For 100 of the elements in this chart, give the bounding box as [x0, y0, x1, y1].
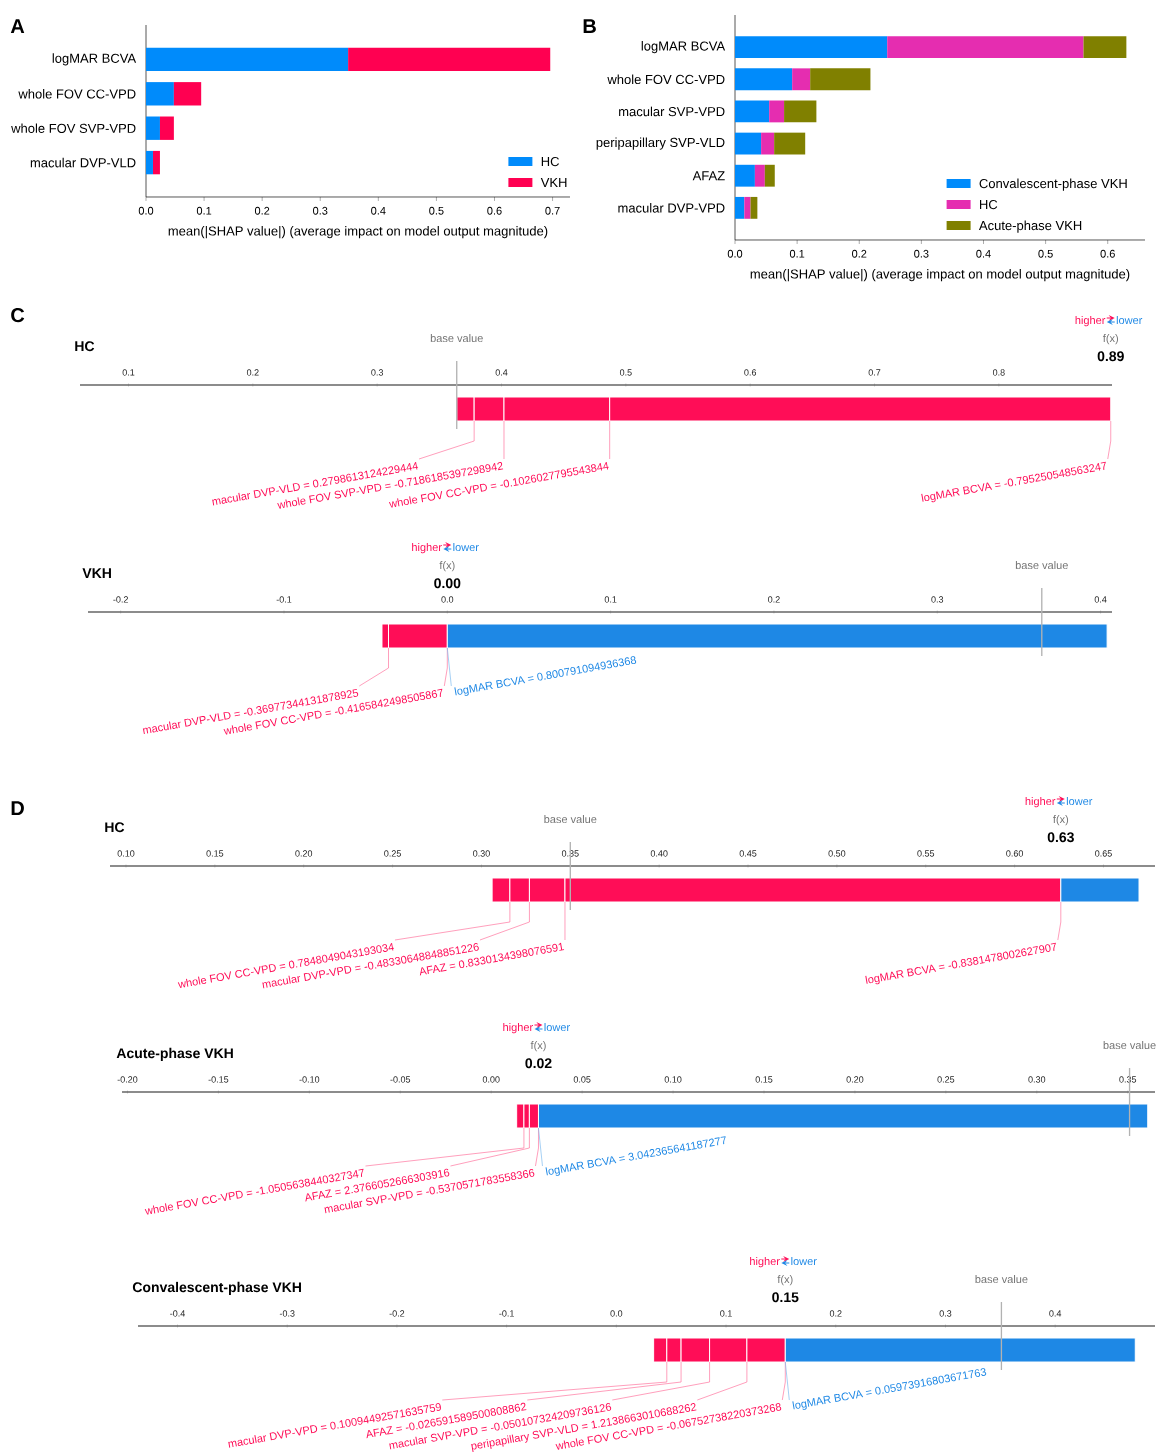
x-tick-label: -0.3	[279, 1310, 295, 1317]
legend-label: HC	[980, 199, 998, 210]
x-tick-label: 0.8	[992, 369, 1005, 376]
text: higher	[412, 543, 442, 554]
x-tick-label: 0.05	[573, 1076, 591, 1083]
x-tick-label: 0.6	[1100, 249, 1115, 258]
x-tick-label: 0.60	[1006, 850, 1024, 857]
y-tick-label: macular DVP-VPD	[618, 203, 725, 213]
x-tick-label: 0.30	[473, 850, 490, 857]
ref-line-label: base value	[544, 815, 597, 824]
legend-label: HC	[541, 156, 559, 167]
x-tick-label: 0.2	[829, 1310, 842, 1317]
text: higher	[503, 1023, 533, 1034]
x-tick-label: 0.2	[852, 249, 867, 258]
x-tick-label: -0.15	[208, 1076, 229, 1083]
annotation: 0.63	[1047, 832, 1074, 843]
x-axis-title: mean(|SHAP value|) (average impact on model output magnitude)	[750, 269, 1130, 282]
text: B	[583, 19, 596, 33]
text: f(x)	[1102, 334, 1118, 345]
text: lower	[1066, 797, 1093, 806]
x-tick-label: 0.5	[619, 369, 632, 376]
x-tick-label: 0.5	[429, 206, 444, 215]
y-tick-label: AFAZ	[692, 171, 725, 181]
x-tick-label: 0.4	[495, 369, 508, 376]
x-tick-label: 0.1	[196, 206, 212, 215]
x-tick-label: 0.55	[917, 850, 935, 857]
x-axis-title: mean(|SHAP value|) (average impact on model output magnitude)	[168, 226, 548, 239]
x-tick-label: 0.50	[828, 850, 846, 857]
x-tick-label: 0.4	[1049, 1310, 1062, 1317]
text: f(x)	[1053, 815, 1069, 826]
x-tick-label: 0.0	[610, 1310, 623, 1317]
x-tick-label: 0.1	[789, 249, 805, 258]
y-tick-label: logMAR BCVA	[52, 53, 137, 66]
x-tick-label: 0.20	[846, 1076, 864, 1083]
x-tick-label: 0.1	[604, 596, 617, 603]
legend-label: Convalescent-phase VKH	[979, 178, 1127, 191]
x-tick-label: 0.4	[1094, 596, 1107, 603]
y-tick-label: whole FOV CC-VPD	[18, 89, 136, 99]
x-tick-label: -0.20	[117, 1076, 138, 1083]
chart-title: Convalescent-phase VKH	[132, 1281, 301, 1295]
x-tick-label: 0.25	[384, 850, 401, 857]
x-tick-label: 0.7	[545, 206, 560, 215]
annotation: 0.89	[1097, 351, 1124, 362]
x-tick-label: 0.10	[664, 1076, 682, 1083]
annotation: 0.15	[772, 1292, 799, 1303]
x-tick-label: 0.5	[1038, 249, 1053, 258]
x-tick-label: 0.2	[246, 369, 259, 376]
x-tick-label: 0.10	[117, 850, 135, 857]
x-tick-label: 0.6	[744, 369, 757, 376]
annotation: 0.02	[525, 1058, 552, 1069]
text: lower	[791, 1257, 817, 1266]
legend-label: Acute-phase VKH	[978, 220, 1082, 233]
y-tick-label: macular SVP-VPD	[619, 106, 725, 117]
x-tick-label: 0.1	[720, 1310, 732, 1317]
y-tick-label: logMAR BCVA	[641, 41, 726, 54]
x-tick-label: -0.10	[299, 1076, 320, 1083]
text: A	[10, 19, 25, 33]
x-tick-label: 0.00	[482, 1076, 500, 1083]
annotation: 0.00	[434, 578, 461, 589]
x-tick-label: 0.40	[650, 850, 668, 857]
y-tick-label: macular DVP-VLD	[30, 157, 136, 168]
text: higher	[750, 1257, 780, 1268]
text: C	[11, 308, 25, 323]
x-tick-label: 0.15	[206, 850, 224, 857]
text: lower	[544, 1023, 570, 1032]
chart-title: HC	[105, 822, 125, 833]
x-tick-label: -0.4	[170, 1310, 185, 1317]
text: lower	[1116, 316, 1143, 325]
text: f(x)	[530, 1041, 546, 1052]
x-tick-label: 0.1	[122, 369, 135, 376]
x-tick-label: -0.05	[390, 1076, 411, 1083]
x-tick-label: -0.1	[276, 596, 292, 603]
x-tick-label: 0.7	[868, 369, 881, 376]
x-tick-label: 0.3	[313, 206, 328, 215]
ref-line-label: base value	[430, 334, 483, 343]
y-tick-label: whole FOV CC-VPD	[607, 74, 725, 85]
x-tick-label: 0.4	[976, 249, 991, 258]
x-tick-label: 0.6	[487, 206, 502, 215]
x-tick-label: -0.2	[389, 1310, 405, 1317]
text: D	[11, 801, 24, 816]
x-tick-label: 0.3	[371, 369, 384, 376]
text: lower	[453, 543, 479, 552]
x-tick-label: 0.65	[1095, 850, 1112, 857]
ref-line-label: base value	[975, 1275, 1028, 1284]
ref-line-label: base value	[1015, 561, 1068, 570]
chart-title: HC	[75, 341, 95, 352]
x-tick-label: 0.4	[371, 206, 386, 215]
text: higher	[1025, 797, 1056, 808]
x-tick-label: 0.25	[937, 1076, 955, 1083]
x-tick-label: 0.0	[441, 596, 454, 603]
x-tick-label: -0.2	[113, 596, 128, 603]
x-tick-label: 0.2	[768, 596, 780, 603]
text: f(x)	[439, 561, 455, 572]
x-tick-label: 0.3	[939, 1310, 952, 1317]
chart-title: VKH	[82, 568, 111, 579]
x-tick-label: 0.0	[138, 206, 154, 215]
ref-line-label: base value	[1103, 1041, 1156, 1050]
legend-label: VKH	[540, 178, 567, 187]
y-tick-label: peripapillary SVP-VLD	[596, 137, 725, 150]
x-tick-label: 0.20	[295, 850, 313, 857]
